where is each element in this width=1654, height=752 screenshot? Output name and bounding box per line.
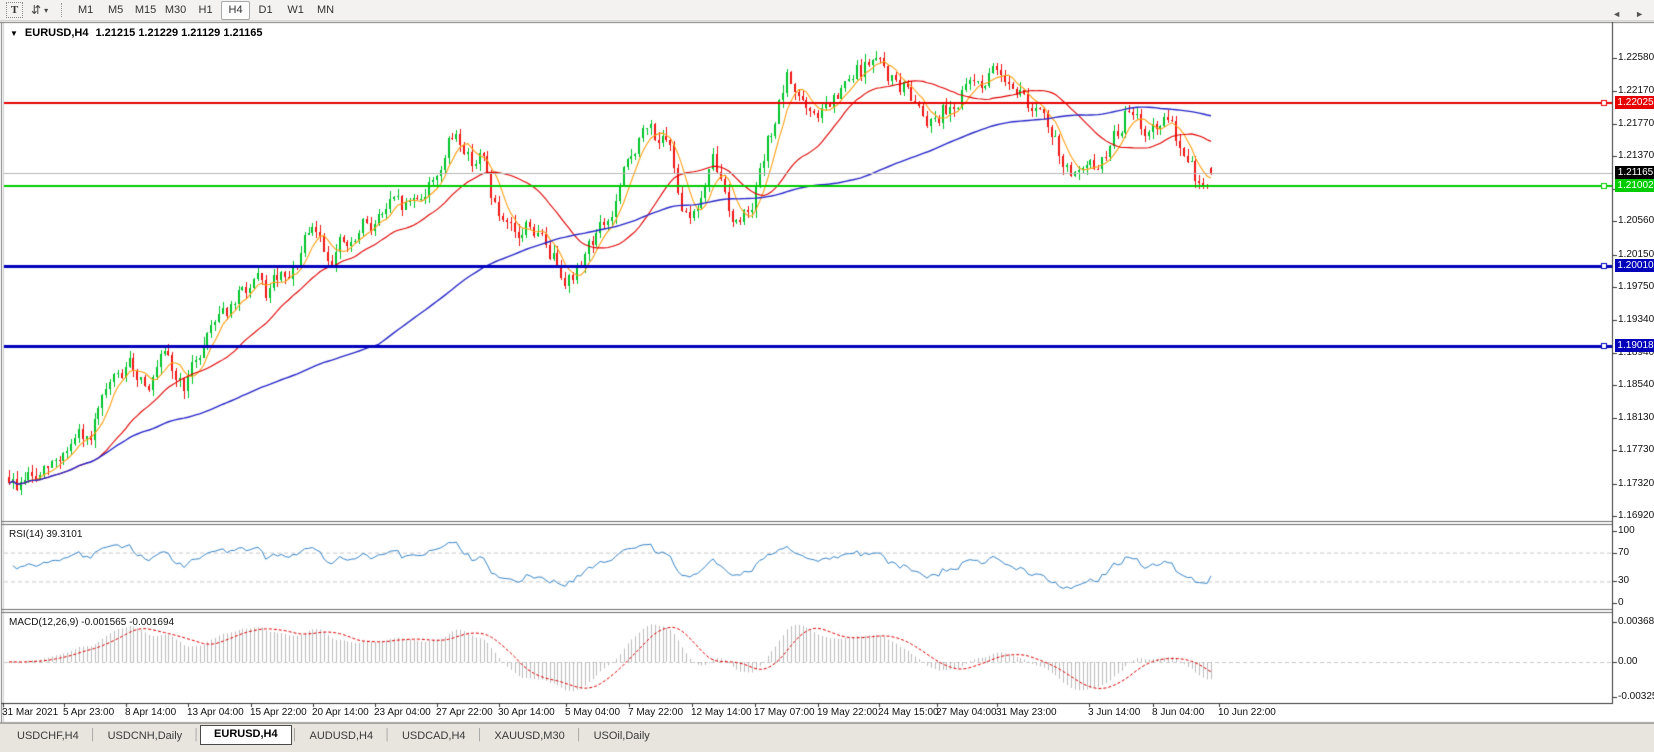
price-tick-label: 1.18130 (1618, 412, 1654, 423)
tab-separator: │ (384, 729, 391, 741)
timeframe-d1[interactable]: D1 (258, 3, 273, 16)
timeframe-w1[interactable]: W1 (287, 3, 304, 16)
price-tick-label: 1.18540 (1618, 379, 1654, 390)
time-axis-label: 23 Apr 04:00 (374, 707, 431, 718)
tab-separator: │ (193, 729, 201, 741)
chart-tabs: USDCHF,H4 │ USDCNH,Daily │ EURUSD,H4 │ AUDUSD,… (6, 724, 661, 745)
price-tick-label: 1.18940 (1618, 347, 1654, 358)
time-axis-label: 31 May 23:00 (996, 707, 1057, 718)
price-badge-120010: 1.20010 (1615, 259, 1654, 272)
time-axis-label: 7 May 22:00 (628, 707, 684, 718)
tab-usdchf-h4[interactable]: USDCHF,H4 (17, 730, 79, 742)
tab-separator: │ (89, 729, 97, 741)
timeframe-h4[interactable]: H4 (221, 0, 251, 20)
price-badge-121002: 1.21002 (1615, 179, 1654, 192)
time-axis-label: 20 Apr 14:00 (312, 707, 369, 718)
price-badge-121165: 1.21165 (1615, 166, 1654, 179)
price-tick-label: 1.21770 (1618, 118, 1654, 129)
price-tick-label: 1.17730 (1618, 444, 1654, 455)
symbol-period-label: EURUSD,H4 (24, 27, 89, 39)
time-axis-label: 8 Jun 04:00 (1152, 707, 1205, 718)
tab-separator: │ (575, 729, 583, 741)
chart-title[interactable]: ▼ EURUSD,H4 1.21215 1.21229 1.21129 1.21… (10, 27, 263, 39)
indicator-sort-button[interactable]: ⇵ ▾ (29, 1, 50, 19)
rsi-level-label: 30 (1618, 575, 1630, 586)
price-tick-label: 1.21370 (1618, 150, 1654, 161)
price-tick-label: 1.16920 (1618, 510, 1654, 521)
macd-indicator-label: MACD(12,26,9) -0.001565 -0.001694 (9, 617, 175, 628)
chart-tabs-bar: USDCHF,H4 │ USDCNH,Daily │ EURUSD,H4 │ AUDUSD,… (0, 723, 1654, 752)
tab-audusd-h4[interactable]: AUDUSD,H4 (309, 730, 374, 742)
chevron-down-icon[interactable]: ▼ (10, 28, 18, 38)
time-axis-label: 15 Apr 22:00 (250, 707, 307, 718)
time-axis-label: 24 May 15:00 (878, 707, 939, 718)
tab-xauusd-m30[interactable]: XAUUSD,M30 (494, 730, 565, 742)
ohlc-quotes: 1.21215 1.21229 1.21129 1.21165 (95, 27, 263, 39)
price-tick-label: 1.19340 (1618, 314, 1654, 325)
price-tick-label: 1.22580 (1618, 52, 1654, 63)
tab-separator: │ (476, 729, 484, 741)
text-tool-icon: T (6, 2, 23, 18)
time-axis-label: 30 Apr 14:00 (498, 707, 555, 718)
timeframe-group: M1 M5 M15 M30 H1 H4 D1 W1 MN (71, 0, 341, 20)
macd-level-label: 0.003686 (1618, 616, 1654, 627)
price-tick-label: 1.17320 (1618, 478, 1654, 489)
time-axis-label: 10 Jun 22:00 (1218, 707, 1276, 718)
rsi-level-label: 70 (1618, 547, 1630, 558)
timeframe-h1[interactable]: H1 (198, 3, 213, 16)
time-axis-label: 27 May 04:00 (936, 707, 997, 718)
tab-scroll-left-icon[interactable]: ◄ (1612, 9, 1622, 19)
price-tick-label: 1.20150 (1618, 249, 1654, 260)
time-axis-label: 12 May 14:00 (691, 707, 752, 718)
tab-scroll-right-icon[interactable]: ► (1635, 9, 1644, 19)
time-axis-label: 5 May 04:00 (565, 707, 621, 718)
text-tool-button[interactable]: T (4, 1, 25, 19)
tab-eurusd-h4[interactable]: EURUSD,H4 (200, 725, 292, 745)
timeframe-m30[interactable]: M30 (164, 3, 187, 16)
tab-usoil-daily[interactable]: USOil,Daily (593, 730, 650, 742)
tab-usdcad-h4[interactable]: USDCAD,H4 (401, 730, 466, 742)
time-axis-label: 5 Apr 23:00 (63, 707, 115, 718)
time-axis-label: 8 Apr 14:00 (125, 707, 177, 718)
macd-level-label: -0.00325 (1618, 691, 1654, 702)
tab-scroll-arrows: ◄ ► (1612, 9, 1644, 19)
tab-usdcnh-daily[interactable]: USDCNH,Daily (107, 730, 183, 742)
chevron-down-icon: ▾ (44, 5, 49, 15)
timeframe-m5[interactable]: M5 (107, 3, 124, 16)
time-axis-label: 17 May 07:00 (754, 707, 815, 718)
time-axis-label: 31 Mar 2021 (2, 707, 59, 718)
sort-arrows-icon: ⇵ (31, 3, 42, 17)
price-badge-122025: 1.22025 (1615, 96, 1654, 109)
time-axis-label: 3 Jun 14:00 (1088, 707, 1141, 718)
time-axis-label: 13 Apr 04:00 (187, 707, 244, 718)
rsi-indicator-label: RSI(14) 39.3101 (9, 529, 83, 540)
timeframe-mn[interactable]: MN (317, 3, 335, 16)
price-tick-label: 1.20560 (1618, 215, 1654, 226)
time-axis-label: 19 May 22:00 (817, 707, 878, 718)
price-tick-label: 1.19750 (1618, 281, 1654, 292)
toolbar: T ⇵ ▾ M1 M5 M15 M30 H1 H4 D1 W1 MN (0, 0, 1654, 21)
macd-level-label: 0.00 (1618, 656, 1638, 667)
rsi-level-label: 100 (1618, 525, 1635, 536)
price-badge-119018: 1.19018 (1615, 339, 1654, 352)
timeframe-m1[interactable]: M1 (77, 3, 94, 16)
price-tick-label: 1.22170 (1618, 85, 1654, 96)
timeframe-m15[interactable]: M15 (134, 3, 157, 16)
toolbar-separator (61, 3, 63, 17)
time-axis-label: 27 Apr 22:00 (436, 707, 493, 718)
rsi-level-label: 0 (1618, 597, 1624, 608)
tab-separator: │ (291, 729, 299, 741)
